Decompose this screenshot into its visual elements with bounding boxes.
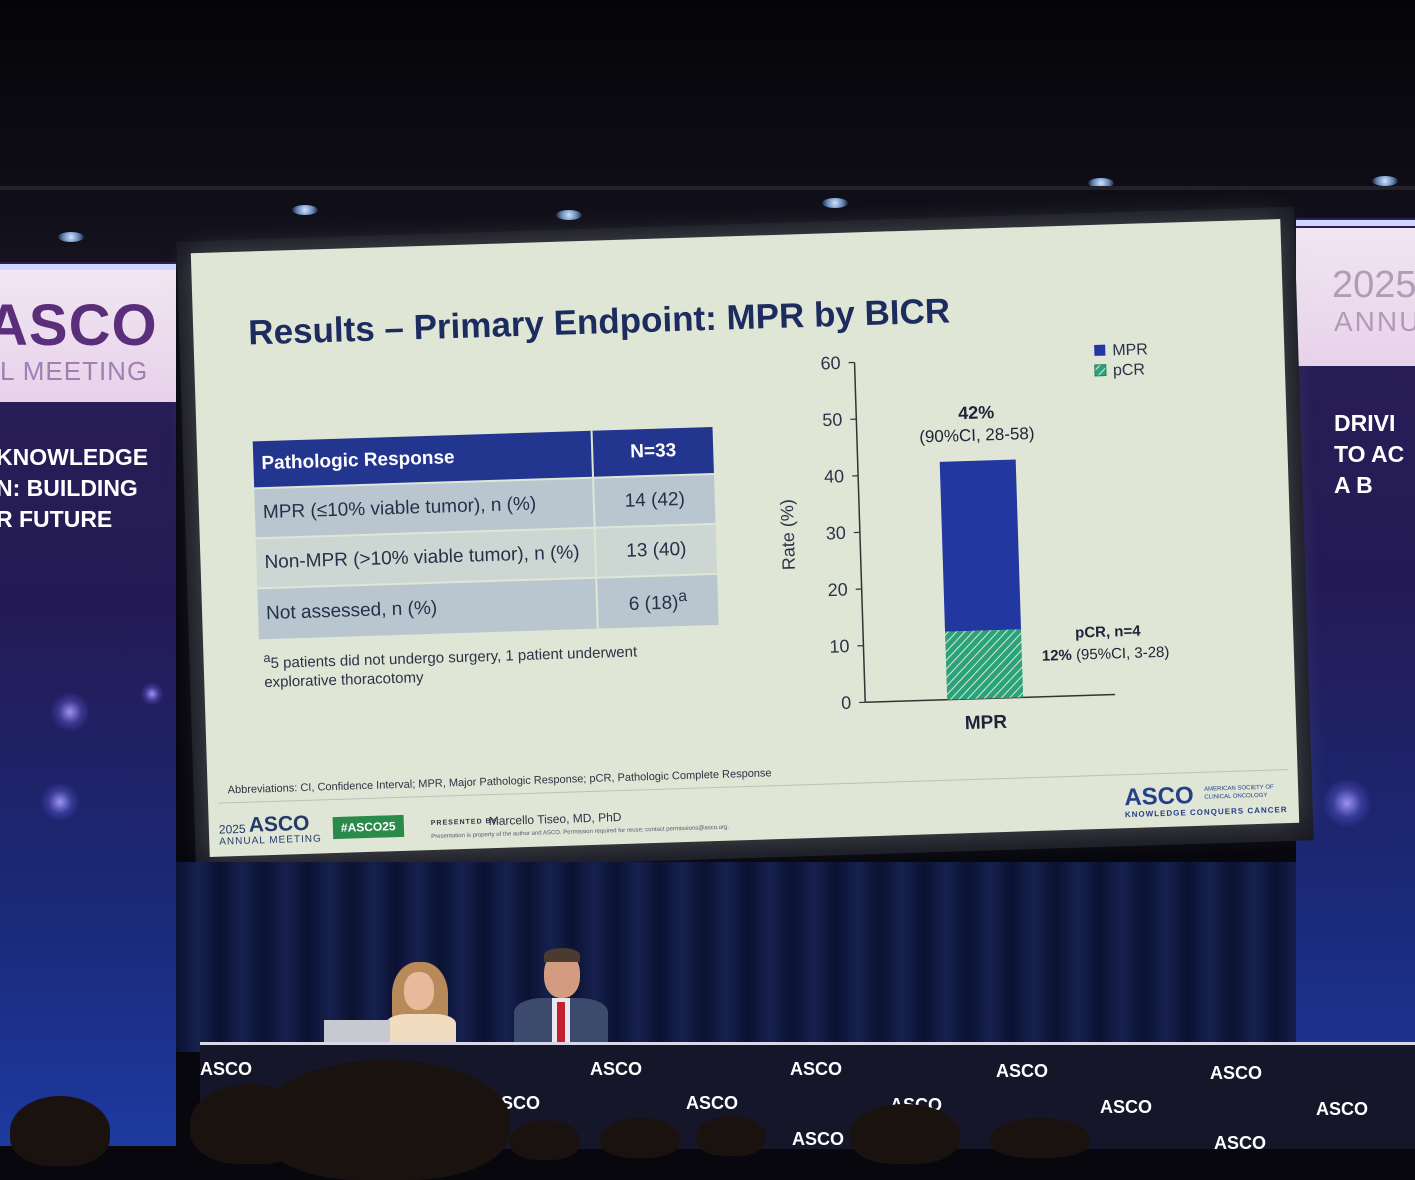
society-name: AMERICAN SOCIETY OF CLINICAL ONCOLOGY: [1204, 783, 1288, 802]
y-tick-label: 60: [820, 353, 841, 374]
row-value: 6 (18): [628, 592, 678, 615]
table-footnote: a5 patients did not undergo surgery, 1 p…: [263, 635, 704, 692]
stage-light-5: [1372, 176, 1398, 186]
abbreviations: Abbreviations: CI, Confidence Interval; …: [227, 767, 771, 796]
slogan-line: N: BUILDING: [0, 473, 176, 504]
audience-head: [850, 1104, 960, 1164]
y-tick-label: 30: [826, 523, 847, 544]
legend-swatch-mpr: [1094, 345, 1105, 356]
x-tick-label: MPR: [964, 712, 1007, 734]
audience-head: [10, 1096, 110, 1166]
legend-label-pcr: pCR: [1113, 361, 1146, 379]
row-value-cell: 6 (18)a: [596, 574, 719, 629]
slogan-line: TO AC: [1334, 439, 1415, 470]
pcr-n-label: pCR, n=4: [1075, 623, 1142, 642]
hashtag-badge: #ASCO25: [333, 815, 404, 839]
bar-mpr: [940, 459, 1021, 631]
front-asco-logo: ASCO: [1210, 1063, 1262, 1084]
column-header: N=33: [592, 427, 714, 478]
slogan-line: DRIVI: [1334, 408, 1415, 439]
legend-label-mpr: MPR: [1112, 341, 1148, 359]
mpr-percent-label: 42%: [958, 402, 995, 423]
network-glow: [140, 682, 164, 706]
lighting-truss: [0, 186, 1415, 190]
footer-annual-meeting: ANNUAL MEETING: [219, 833, 322, 847]
slogan-line: R FUTURE: [0, 504, 176, 535]
network-glow: [50, 692, 90, 732]
tie: [557, 1002, 565, 1042]
audience-head: [190, 1084, 310, 1164]
audience-head: [510, 1120, 580, 1160]
pcr-stat-label: 12% (95%CI, 3-28): [1042, 644, 1170, 665]
front-asco-logo: ASCO: [996, 1061, 1048, 1082]
y-tick-label: 40: [824, 466, 845, 487]
presentation-slide: Results – Primary Endpoint: MPR by BICR …: [191, 219, 1299, 857]
y-axis-label: Rate (%): [777, 499, 799, 571]
left-banner-header: ASCO L MEETING: [0, 270, 176, 402]
banner-light-strip: [1296, 220, 1415, 226]
right-banner-header: 2025 ANNU: [1296, 228, 1415, 366]
pcr-percent-label: 12%: [1042, 647, 1077, 665]
y-tick-label: 10: [829, 636, 850, 657]
stage-light-1: [292, 205, 318, 215]
right-banner-annual: ANNU: [1334, 306, 1415, 338]
left-banner: ASCO L MEETING KNOWLEDGE N: BUILDING R F…: [0, 262, 176, 1146]
front-asco-logo: ASCO: [1214, 1133, 1266, 1154]
front-asco-logo: ASCO: [1316, 1099, 1368, 1120]
network-glow: [1322, 778, 1372, 828]
front-asco-logo: ASCO: [686, 1093, 738, 1114]
right-banner-slogan: DRIVI TO AC A B: [1334, 408, 1415, 501]
left-banner-brand: ASCO: [0, 292, 158, 359]
audience-head: [600, 1118, 680, 1158]
front-asco-logo: ASCO: [590, 1059, 642, 1080]
left-banner-slogan: KNOWLEDGE N: BUILDING R FUTURE: [0, 442, 176, 535]
y-tick-label: 0: [841, 693, 852, 713]
laptop: [324, 1020, 390, 1044]
stage-light-6: [58, 232, 84, 242]
mpr-ci-label: (90%CI, 28-58): [919, 424, 1035, 447]
property-note: Presentation is property of the author a…: [431, 825, 729, 840]
footnote-text: 5 patients did not undergo surgery, 1 pa…: [264, 643, 637, 691]
front-asco-logo: ASCO: [200, 1059, 252, 1080]
slogan-line: KNOWLEDGE: [0, 442, 176, 473]
legend-swatch-pcr: [1095, 365, 1106, 376]
presenter-name: Marcello Tiseo, MD, PhD: [489, 810, 622, 828]
front-asco-logo: ASCO: [1100, 1097, 1152, 1118]
mpr-bar-chart: 0 10 20 30 40 50 60 Rate (%) MPR 42%(90%CI, 28-58…: [764, 332, 1206, 745]
y-tick-label: 20: [827, 579, 848, 600]
slogan-line: A B: [1334, 470, 1415, 501]
left-banner-meeting: L MEETING: [0, 356, 148, 387]
row-label: Not assessed, n (%): [257, 578, 597, 640]
stage-light-2: [556, 210, 582, 220]
stage-light-3: [822, 198, 848, 208]
presenter-woman: [384, 960, 458, 1046]
right-banner-year: 2025: [1332, 264, 1415, 307]
audience-head: [696, 1116, 766, 1156]
audience-head: [990, 1118, 1090, 1158]
front-asco-logo: ASCO: [792, 1129, 844, 1150]
y-tick-label: 50: [822, 410, 843, 431]
face: [404, 972, 434, 1010]
row-value: 13 (40): [595, 524, 718, 578]
front-asco-logo: ASCO: [790, 1059, 842, 1080]
footnote-marker: a: [678, 588, 687, 605]
bar-pcr: [945, 629, 1023, 699]
hair: [544, 948, 580, 962]
pcr-ci-label: (95%CI, 3-28): [1076, 644, 1170, 664]
footer-year: 2025: [219, 822, 246, 837]
network-glow: [40, 782, 80, 822]
presenter-man: [514, 948, 608, 1046]
pathologic-response-table: Pathologic Response N=33 MPR (≤10% viabl…: [253, 427, 719, 640]
row-value: 14 (42): [593, 474, 716, 528]
right-banner: 2025 ANNU DRIVI TO AC A B: [1296, 218, 1415, 1146]
